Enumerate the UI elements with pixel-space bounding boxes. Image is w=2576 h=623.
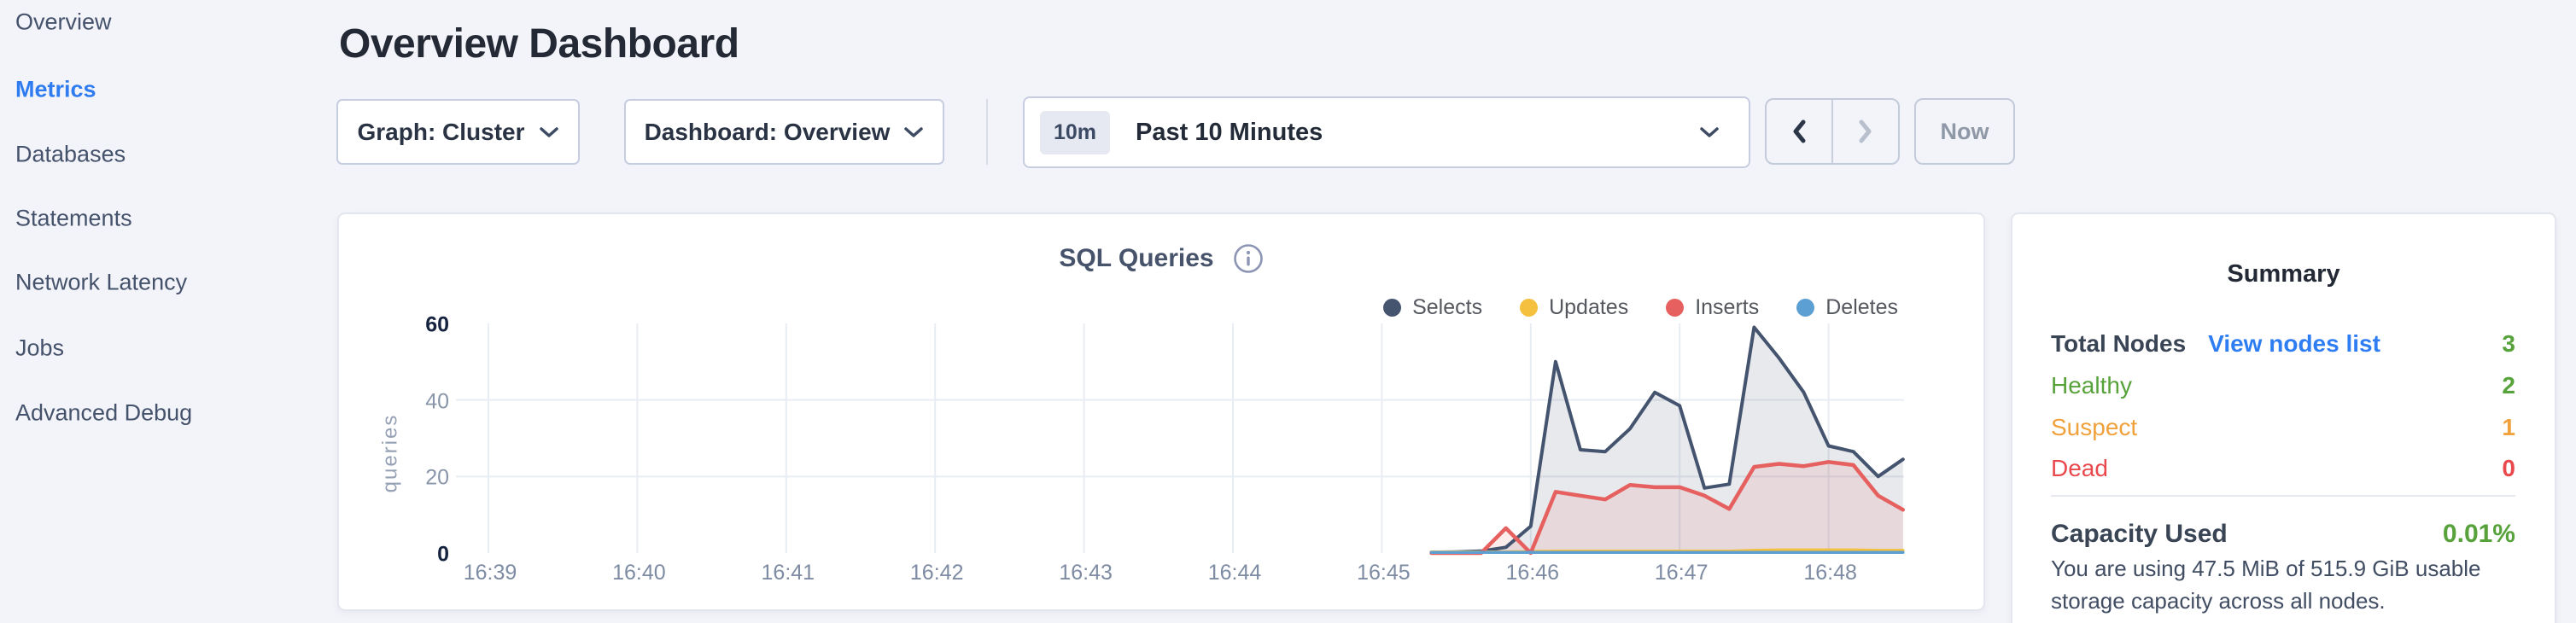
x-axis-tick: 16:44: [1207, 561, 1262, 585]
summary-row-label: Dead: [2051, 455, 2108, 481]
time-window-pager: [1765, 98, 1900, 165]
legend-item-deletes[interactable]: Deletes: [1796, 295, 1898, 320]
controls-divider: [986, 99, 988, 165]
sidebar-item-jobs[interactable]: Jobs: [15, 335, 65, 361]
summary-row-value: 3: [2502, 330, 2515, 357]
sidebar-item-overview[interactable]: Overview: [15, 9, 112, 35]
capacity-used-row: Capacity Used 0.01%: [2051, 517, 2515, 551]
summary-row-value: 0: [2502, 455, 2515, 481]
sidebar-item-metrics[interactable]: Metrics: [15, 76, 96, 102]
summary-divider: [2051, 495, 2515, 497]
view-nodes-list-link[interactable]: View nodes list: [2208, 330, 2380, 357]
x-axis-tick: 16:45: [1357, 561, 1411, 585]
sidebar-item-network-latency[interactable]: Network Latency: [15, 269, 188, 295]
capacity-description: You are using 47.5 MiB of 515.9 GiB usab…: [2051, 556, 2481, 614]
summary-row-healthy: Healthy 2: [2051, 369, 2515, 403]
summary-row-total-nodes: Total Nodes View nodes list 3: [2051, 327, 2515, 361]
chevron-down-icon: [539, 126, 558, 137]
time-back-button[interactable]: [1767, 100, 1831, 163]
time-forward-button[interactable]: [1831, 100, 1898, 163]
summary-panel: Summary Total Nodes View nodes list 3 Healt…: [2011, 213, 2556, 623]
summary-row-value: 2: [2502, 372, 2515, 399]
legend-label: Inserts: [1695, 295, 1760, 319]
x-axis-tick: 16:41: [761, 561, 815, 585]
chevron-right-icon: [1859, 119, 1872, 143]
chevron-left-icon: [1793, 119, 1806, 143]
legend-dot-icon: [1666, 299, 1685, 317]
x-axis-tick: 16:48: [1803, 561, 1857, 585]
y-axis-tick: 60: [425, 312, 449, 337]
dashboard-label: Dashboard: Overview: [644, 118, 891, 145]
legend-label: Selects: [1412, 295, 1483, 319]
y-axis-tick: 20: [425, 465, 449, 490]
legend-dot-icon: [1796, 299, 1815, 317]
time-range-label: Past 10 Minutes: [1136, 118, 1323, 146]
legend-label: Deletes: [1825, 295, 1898, 319]
dashboard-dropdown[interactable]: Dashboard: Overview: [624, 99, 944, 165]
x-axis-tick: 16:39: [463, 561, 517, 585]
time-range-badge: 10m: [1040, 110, 1111, 154]
x-axis-tick: 16:40: [612, 561, 666, 585]
x-axis-tick: 16:46: [1505, 561, 1560, 585]
graph-scope-dropdown[interactable]: Graph: Cluster: [336, 99, 580, 165]
legend-item-selects[interactable]: Selects: [1383, 295, 1482, 320]
time-range-dropdown[interactable]: 10m Past 10 Minutes: [1023, 96, 1750, 168]
summary-row-label: Total Nodes: [2051, 330, 2187, 357]
summary-row-dead: Dead 0: [2051, 451, 2515, 486]
summary-row-label: Suspect: [2051, 414, 2138, 440]
x-axis-tick: 16:47: [1654, 561, 1709, 585]
sidebar-item-statements[interactable]: Statements: [15, 205, 132, 231]
chart-header: SQL Queries: [339, 242, 1983, 275]
legend-item-inserts[interactable]: Inserts: [1666, 295, 1759, 320]
summary-row-value: 1: [2502, 414, 2515, 440]
summary-row-label: Healthy: [2051, 372, 2132, 399]
now-button[interactable]: Now: [1914, 98, 2015, 165]
x-axis-tick: 16:43: [1059, 561, 1113, 585]
y-axis-tick: 0: [437, 542, 449, 567]
info-icon[interactable]: [1233, 243, 1264, 274]
sql-queries-chart-card: SQL Queries Selects Updates Inserts Deletes…: [337, 213, 1985, 611]
graph-scope-label: Graph: Cluster: [357, 118, 525, 145]
page-title: Overview Dashboard: [339, 21, 739, 67]
summary-row-suspect: Suspect 1: [2051, 410, 2515, 445]
capacity-used-value: 0.01%: [2442, 520, 2515, 548]
chevron-down-icon: [1700, 127, 1719, 137]
legend-item-updates[interactable]: Updates: [1520, 295, 1628, 320]
x-axis-tick: 16:42: [909, 561, 964, 585]
y-axis-tick: 40: [425, 389, 449, 414]
sidebar: Overview Metrics Databases Statements Networ…: [0, 0, 324, 623]
summary-title: Summary: [2227, 260, 2340, 288]
sidebar-item-databases[interactable]: Databases: [15, 141, 126, 167]
sidebar-item-advanced-debug[interactable]: Advanced Debug: [15, 399, 193, 426]
chevron-down-icon: [904, 126, 924, 137]
legend-dot-icon: [1520, 299, 1539, 317]
chart-title: SQL Queries: [1059, 244, 1214, 272]
legend-label: Updates: [1549, 295, 1629, 319]
chart-legend: Selects Updates Inserts Deletes: [1383, 295, 1898, 320]
legend-dot-icon: [1383, 299, 1402, 317]
capacity-used-label: Capacity Used: [2051, 520, 2228, 548]
